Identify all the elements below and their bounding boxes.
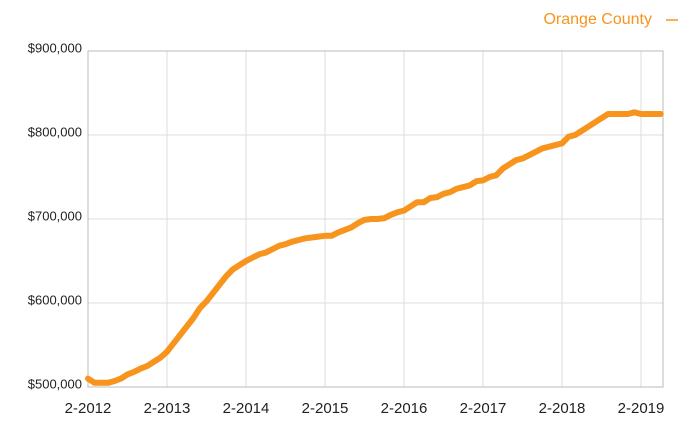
plot-border xyxy=(87,50,664,388)
y-tick-label: $600,000 xyxy=(28,292,82,307)
x-tick-label: 2-2015 xyxy=(302,400,349,417)
y-tick-label: $500,000 xyxy=(28,376,82,391)
x-tick-label: 2-2012 xyxy=(65,400,112,417)
y-tick-label: $800,000 xyxy=(28,124,82,139)
x-tick-label: 2-2016 xyxy=(381,400,428,417)
legend-label: Orange County xyxy=(543,11,652,28)
x-tick-label: 2-2017 xyxy=(460,400,507,417)
data-line xyxy=(85,109,664,386)
x-tick-label: 2-2014 xyxy=(223,400,270,417)
y-tick-label: $900,000 xyxy=(28,40,82,55)
y-tick-label: $700,000 xyxy=(28,208,82,223)
x-tick-label: 2-2013 xyxy=(144,400,191,417)
x-tick-label: 2-2019 xyxy=(618,400,665,417)
x-tick-label: 2-2018 xyxy=(539,400,586,417)
